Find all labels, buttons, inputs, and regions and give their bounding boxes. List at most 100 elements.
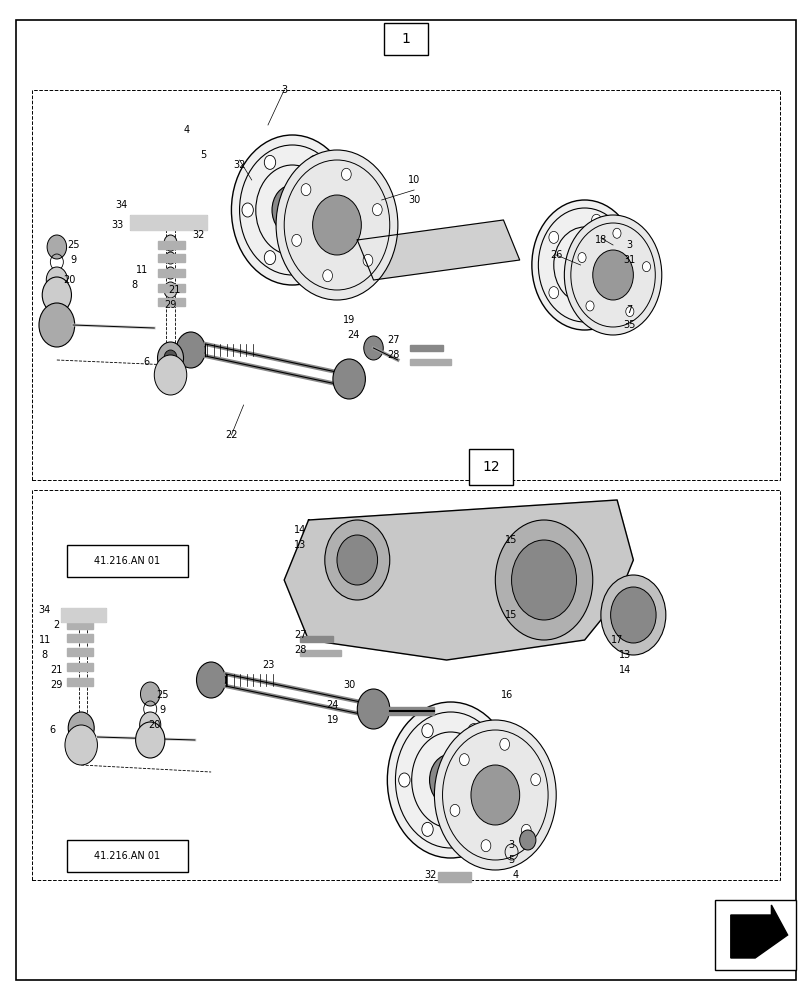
Text: 9: 9 [159,705,165,715]
Circle shape [276,150,397,300]
Text: 5: 5 [200,150,206,160]
Circle shape [586,301,594,311]
Circle shape [363,336,383,360]
Text: 35: 35 [622,320,635,330]
Circle shape [312,195,361,255]
Circle shape [176,332,205,368]
Circle shape [164,235,177,251]
Text: 15: 15 [504,535,517,545]
Bar [32,490,779,880]
FancyBboxPatch shape [67,840,188,872]
Text: 16: 16 [500,690,513,700]
Circle shape [642,262,650,272]
Circle shape [531,200,637,330]
Circle shape [610,587,655,643]
Polygon shape [730,905,787,958]
Text: 25: 25 [67,240,79,250]
Text: 26: 26 [549,250,562,260]
Text: 10: 10 [407,175,420,185]
Circle shape [591,304,601,316]
Circle shape [68,712,94,744]
Circle shape [139,712,161,738]
FancyBboxPatch shape [469,449,513,485]
Text: 15: 15 [504,610,517,620]
Circle shape [617,259,627,271]
Circle shape [39,303,75,347]
Circle shape [530,774,540,786]
Circle shape [591,214,601,226]
Circle shape [331,203,342,217]
Circle shape [519,830,535,850]
FancyBboxPatch shape [67,545,188,577]
Text: 41.216.AN 01: 41.216.AN 01 [94,556,161,566]
Polygon shape [300,636,333,642]
Circle shape [357,689,389,729]
Circle shape [467,724,478,738]
Text: 18: 18 [594,235,607,245]
Polygon shape [373,707,434,715]
Polygon shape [300,650,341,656]
Circle shape [165,267,175,279]
Text: 3: 3 [508,840,514,850]
Polygon shape [130,215,207,230]
Circle shape [429,754,471,806]
Circle shape [196,662,225,698]
Polygon shape [67,663,93,671]
Circle shape [612,228,620,238]
Circle shape [341,168,351,180]
Circle shape [308,251,320,265]
Circle shape [242,203,253,217]
Circle shape [449,804,459,816]
Text: 5: 5 [508,855,514,865]
FancyBboxPatch shape [384,23,427,55]
Text: 3: 3 [625,240,632,250]
Text: 34: 34 [115,200,128,210]
Circle shape [264,251,276,265]
Circle shape [42,277,71,313]
Circle shape [548,231,558,243]
Circle shape [491,773,502,787]
Text: 34: 34 [38,605,51,615]
Circle shape [47,235,67,259]
Polygon shape [158,298,185,306]
Text: 19: 19 [326,715,339,725]
Text: 8: 8 [41,650,48,660]
Circle shape [65,725,97,765]
Polygon shape [284,500,633,660]
Text: 6: 6 [143,357,149,367]
Text: 19: 19 [342,315,355,325]
Circle shape [363,254,372,266]
Circle shape [495,520,592,640]
Text: 3: 3 [281,85,287,95]
Circle shape [46,267,67,293]
Polygon shape [61,608,105,622]
Text: 4: 4 [183,125,190,135]
Text: 41.216.AN 01: 41.216.AN 01 [94,851,161,861]
Polygon shape [67,634,93,642]
Circle shape [564,215,661,335]
Circle shape [154,355,187,395]
Circle shape [577,253,586,263]
Polygon shape [410,345,442,351]
Polygon shape [158,254,185,262]
Text: 21: 21 [168,285,181,295]
Circle shape [165,252,175,264]
Text: 24: 24 [346,330,359,340]
Circle shape [421,822,433,836]
Circle shape [301,184,311,196]
Text: 30: 30 [342,680,355,690]
Circle shape [625,307,633,317]
Text: 32: 32 [423,870,436,880]
Circle shape [282,198,302,222]
Circle shape [164,350,177,366]
Text: 28: 28 [387,350,400,360]
Text: 17: 17 [610,635,623,645]
Circle shape [164,282,177,298]
Circle shape [272,185,312,235]
Circle shape [140,682,160,706]
Circle shape [398,773,410,787]
Circle shape [500,738,509,750]
Polygon shape [410,359,450,365]
Text: 32: 32 [192,230,205,240]
Text: 20: 20 [62,275,75,285]
